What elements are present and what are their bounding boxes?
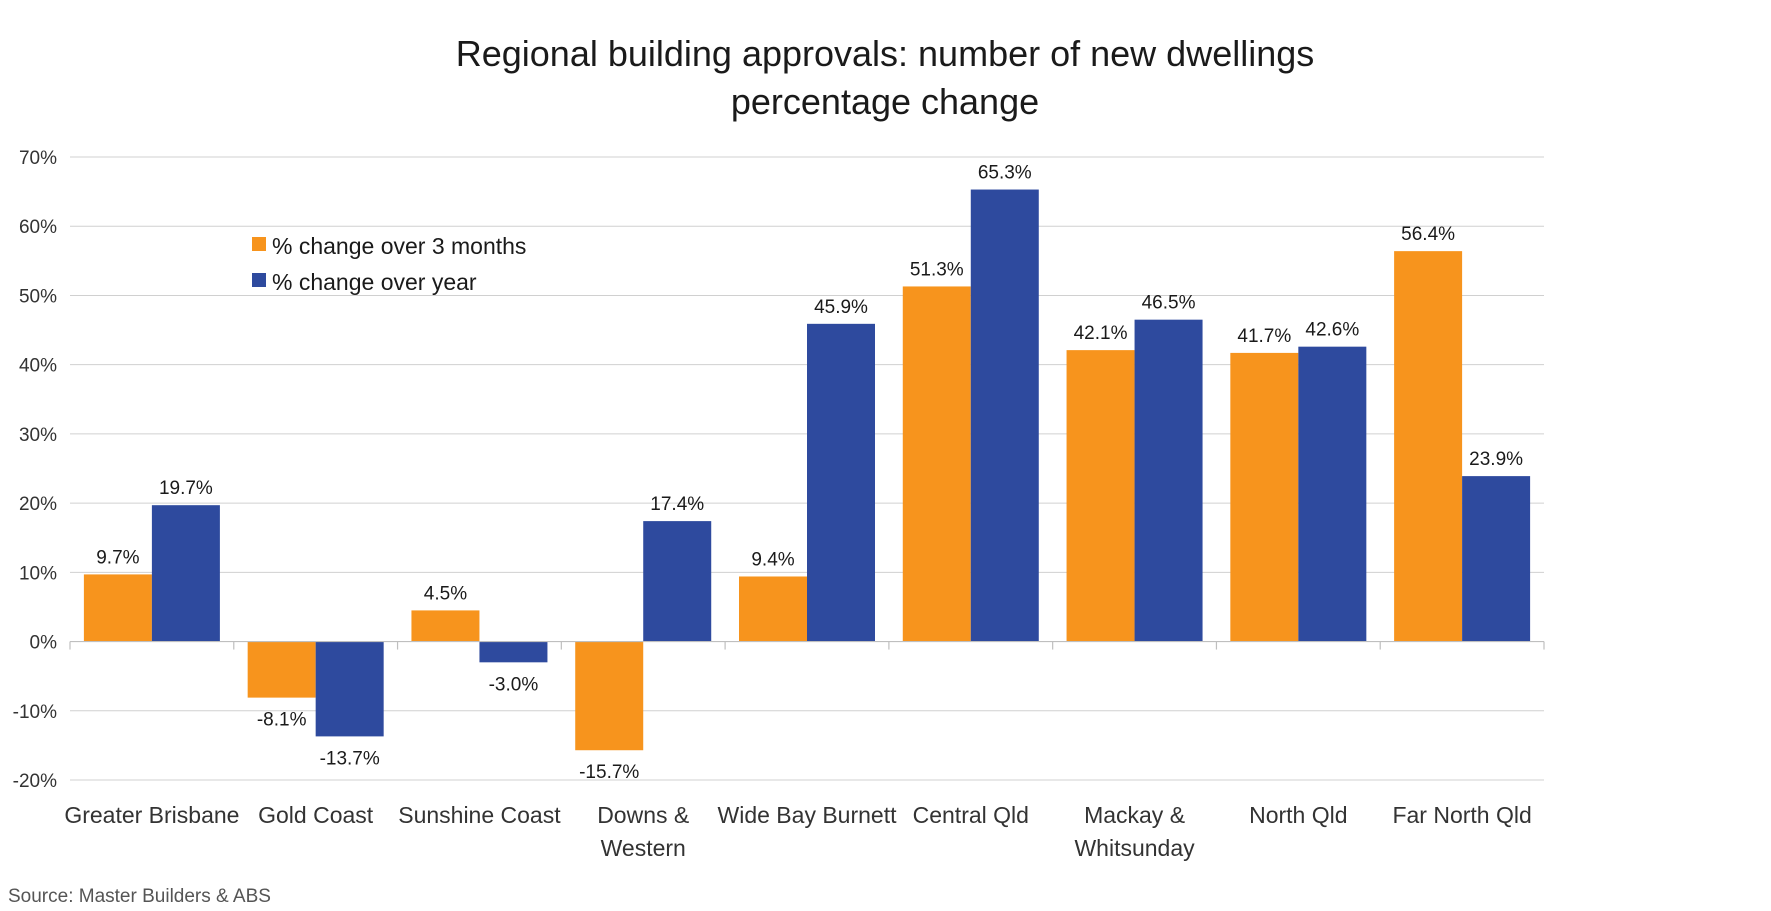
y-tick-label: 60% <box>19 217 57 238</box>
bars <box>83 189 1531 751</box>
category-label: Western <box>601 835 686 861</box>
data-label: 41.7% <box>1237 326 1291 347</box>
y-tick-label: 30% <box>19 425 57 446</box>
data-label: 23.9% <box>1469 449 1523 470</box>
data-label: 51.3% <box>910 259 964 280</box>
bar-3-months-9 <box>1394 251 1463 642</box>
category-label: Wide Bay Burnett <box>718 802 898 828</box>
data-label: 45.9% <box>814 297 868 318</box>
legend-swatch <box>252 237 266 251</box>
bar-3-months-2 <box>247 641 316 698</box>
bar-3-months-7 <box>1066 350 1135 642</box>
category-label: Sunshine Coast <box>398 802 561 828</box>
data-labels: 9.7% -8.1% 4.5% -15.7% 9.4% 51.3% 42.1% 41.7% 56… <box>96 163 1523 784</box>
bar-year-2 <box>315 641 384 737</box>
category-label: Gold Coast <box>258 802 374 828</box>
legend-label: % change over year <box>272 269 477 295</box>
bar-year-1 <box>151 505 220 642</box>
legend-label: % change over 3 months <box>272 233 526 259</box>
data-label: -3.0% <box>489 674 539 695</box>
data-label: 4.5% <box>424 583 467 604</box>
category-label: Whitsunday <box>1074 835 1195 861</box>
data-label: 42.1% <box>1074 323 1128 344</box>
bar-year-6 <box>970 189 1039 642</box>
legend: % change over 3 months % change over year <box>252 233 526 295</box>
category-labels: Greater Brisbane Gold Coast Sunshine Coast… <box>64 802 1531 861</box>
data-label: 42.6% <box>1305 320 1359 341</box>
data-label: 19.7% <box>159 478 213 499</box>
data-label: -13.7% <box>320 748 380 769</box>
y-tick-label: -10% <box>13 702 57 723</box>
data-label: 65.3% <box>978 163 1032 184</box>
y-tick-label: -20% <box>13 771 57 792</box>
bar-year-3 <box>479 641 548 663</box>
y-tick-label: 50% <box>19 286 57 307</box>
title-line-1: Regional building approvals: number of n… <box>456 33 1315 74</box>
title-line-2: percentage change <box>731 81 1039 122</box>
data-label: -15.7% <box>579 762 639 783</box>
category-label: Greater Brisbane <box>64 802 239 828</box>
bar-3-months-3 <box>411 610 480 642</box>
y-tick-label: 70% <box>19 148 57 169</box>
bar-3-months-5 <box>739 576 807 642</box>
category-label: North Qld <box>1249 802 1347 828</box>
y-tick-label: 10% <box>19 563 57 584</box>
bar-year-9 <box>1462 476 1531 642</box>
bar-3-months-6 <box>902 286 971 642</box>
y-tick-label: 40% <box>19 356 57 377</box>
bar-year-5 <box>807 323 875 642</box>
source-note: Source: Master Builders & ABS <box>8 886 271 907</box>
bar-3-months-1 <box>83 574 152 642</box>
data-label: 56.4% <box>1401 224 1455 245</box>
data-label: 46.5% <box>1142 293 1196 314</box>
y-axis-ticks: 70% 60% 50% 40% 30% 20% 10% 0% -10% -20% <box>13 148 57 792</box>
bar-3-months-8 <box>1230 352 1299 642</box>
bar-year-7 <box>1134 319 1203 642</box>
bar-3-months-4 <box>575 641 644 751</box>
chart-title: Regional building approvals: number of n… <box>456 33 1315 122</box>
source-text: Source: Master Builders & ABS <box>8 886 271 907</box>
data-label: -8.1% <box>257 710 307 731</box>
category-label: Far North Qld <box>1392 802 1531 828</box>
zero-axis <box>69 640 1545 650</box>
data-label: 17.4% <box>650 494 704 515</box>
category-label: Downs & <box>597 802 689 828</box>
data-label: 9.4% <box>751 549 794 570</box>
bar-year-8 <box>1298 346 1367 642</box>
category-label: Central Qld <box>913 802 1029 828</box>
data-label: 9.7% <box>96 547 139 568</box>
bar-year-4 <box>643 521 712 642</box>
legend-swatch <box>252 273 266 287</box>
category-label: Mackay & <box>1084 802 1185 828</box>
y-tick-label: 0% <box>30 633 58 654</box>
y-tick-label: 20% <box>19 494 57 515</box>
